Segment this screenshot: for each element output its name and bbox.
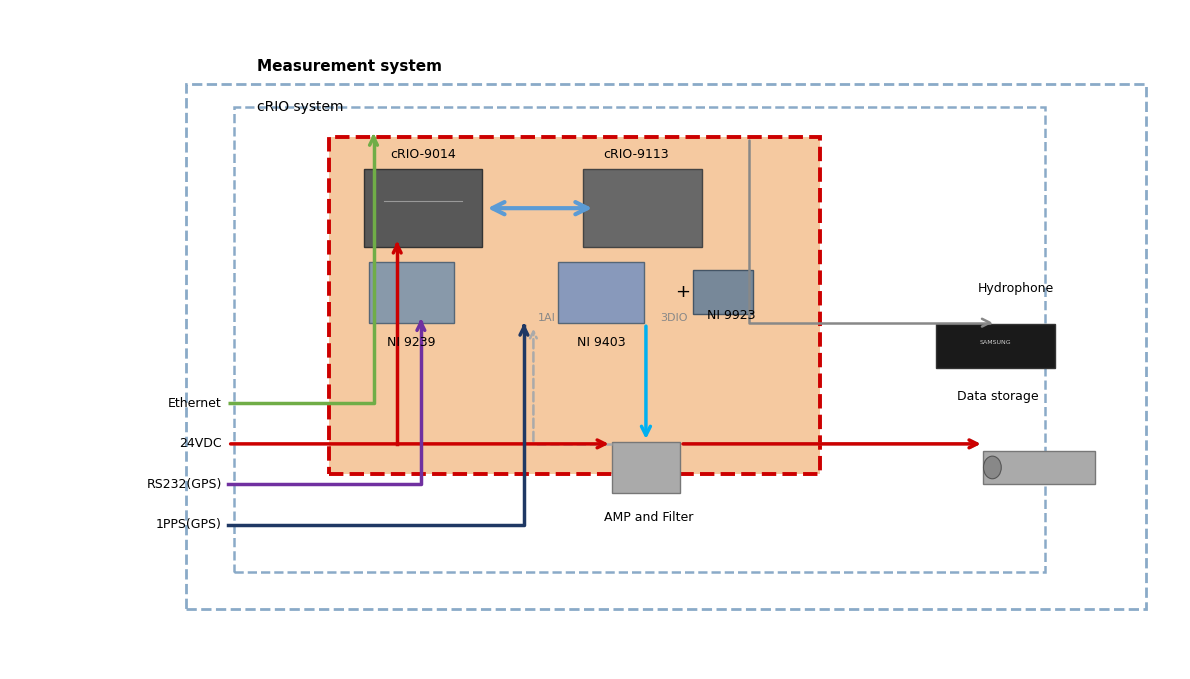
Text: NI 9923: NI 9923	[707, 310, 756, 323]
Text: Ethernet: Ethernet	[168, 397, 221, 410]
Ellipse shape	[983, 456, 1001, 479]
Text: SAMSUNG: SAMSUNG	[979, 340, 1011, 346]
Text: Data storage: Data storage	[957, 390, 1039, 403]
Text: Measurement system: Measurement system	[257, 59, 443, 74]
Bar	[328, 137, 820, 474]
Text: 3DIO: 3DIO	[660, 312, 688, 323]
Bar	[983, 452, 1096, 483]
Text: cRIO-9014: cRIO-9014	[390, 148, 456, 161]
Text: RS232(GPS): RS232(GPS)	[146, 478, 221, 491]
Text: Hydrophone: Hydrophone	[977, 282, 1053, 295]
Bar	[612, 442, 681, 493]
Text: cRIO system: cRIO system	[257, 100, 344, 114]
Text: AMP and Filter: AMP and Filter	[603, 511, 693, 524]
Bar	[364, 170, 482, 247]
Bar	[694, 270, 752, 314]
Bar	[369, 262, 455, 323]
Text: +: +	[675, 283, 690, 301]
Bar	[187, 84, 1146, 609]
Text: NI 9239: NI 9239	[387, 336, 436, 350]
Text: NI 9403: NI 9403	[577, 336, 625, 350]
Bar	[558, 262, 644, 323]
Text: 1AI: 1AI	[538, 312, 556, 323]
Bar	[583, 170, 702, 247]
Bar	[233, 107, 1045, 572]
Bar	[937, 325, 1054, 368]
Text: 1PPS(GPS): 1PPS(GPS)	[156, 518, 221, 531]
Text: cRIO-9113: cRIO-9113	[603, 148, 669, 161]
Text: 24VDC: 24VDC	[180, 437, 221, 450]
